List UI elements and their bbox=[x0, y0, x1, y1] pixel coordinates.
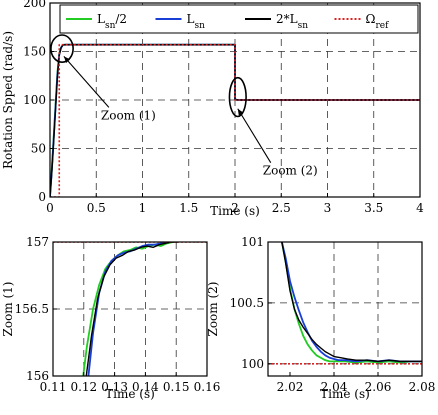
annotation-label: Zoom (2) bbox=[263, 164, 318, 178]
y-tick-label: 0 bbox=[38, 190, 46, 204]
series-line-lsn bbox=[87, 242, 170, 376]
annotation-arrow-line bbox=[237, 108, 272, 163]
annotation-arrow-head bbox=[63, 56, 71, 63]
plot-area bbox=[268, 242, 422, 376]
series-group bbox=[50, 43, 420, 197]
y-axis-label: Zoom (2) bbox=[206, 282, 220, 337]
legend-entry-sub: sn bbox=[298, 21, 309, 31]
zoom-2-chart: 2.02 2.04 2.06 2.08 100 100.5 101 Time (s) Zoom … bbox=[206, 235, 435, 401]
y-axis-label: Zoom (1) bbox=[1, 282, 15, 337]
legend-box bbox=[59, 4, 419, 34]
x-axis-label: Time (s) bbox=[320, 387, 370, 401]
x-tick-label: 2.06 bbox=[365, 380, 392, 394]
x-tick-label: 2.5 bbox=[272, 201, 291, 215]
x-tick-label: 0.5 bbox=[87, 201, 106, 215]
x-tick-label: 3.5 bbox=[364, 201, 383, 215]
main-speed-chart: 0 0.5 1 1.5 2 2.5 3 3.5 4 0 50 100 150 200 Time (s) Rot… bbox=[1, 0, 424, 218]
x-tick-label: 2.08 bbox=[409, 380, 436, 394]
x-tick-label: 2.02 bbox=[277, 380, 304, 394]
annotation-arrow-head bbox=[237, 108, 244, 116]
y-tick-label: 157 bbox=[26, 235, 49, 249]
legend-entry-label: Lsn/2 bbox=[97, 12, 127, 31]
x-tick-label: 2.04 bbox=[321, 380, 348, 394]
series-line-2lsn bbox=[85, 242, 207, 376]
y-tick-label: 101 bbox=[241, 235, 264, 249]
plot-frame bbox=[267, 241, 423, 377]
legend-entry-sub: sn bbox=[105, 21, 116, 31]
series-line-2lsn bbox=[281, 242, 422, 363]
x-tick-label: 0 bbox=[46, 201, 54, 215]
legend-entry-suffix: /2 bbox=[115, 12, 127, 26]
y-tick-label: 156.5 bbox=[15, 302, 49, 316]
y-axis-label: Rotation Spped (rad/s) bbox=[1, 31, 15, 169]
annotation-label: Zoom (1) bbox=[101, 108, 156, 122]
y-tick-label: 150 bbox=[23, 45, 46, 59]
zoom-1-chart: 0.11 0.12 0.13 0.14 0.15 0.16 156 156.5 157 Time … bbox=[1, 235, 220, 401]
annotation-arrow-line bbox=[63, 55, 110, 108]
zoom-ellipse bbox=[228, 76, 247, 118]
legend-entry-label: Lsn bbox=[187, 12, 206, 31]
legend-entry-label: 2*Lsn bbox=[276, 12, 308, 31]
zoom-ellipse bbox=[50, 34, 74, 63]
x-tick-label: 0.13 bbox=[101, 380, 128, 394]
x-axis-label: Time (s) bbox=[105, 387, 155, 401]
legend-entry-main: L bbox=[97, 12, 105, 26]
x-tick-label: 1.5 bbox=[179, 201, 198, 215]
y-tick-label: 100 bbox=[241, 357, 264, 371]
x-tick-label: 4 bbox=[416, 201, 424, 215]
series-group bbox=[268, 242, 422, 365]
y-tick-label: 50 bbox=[31, 142, 46, 156]
x-tick-label: 0.15 bbox=[163, 380, 190, 394]
y-tick-label: 100.5 bbox=[230, 296, 264, 310]
legend-entry-label: Ωref bbox=[366, 12, 390, 31]
x-tick-label: 3 bbox=[324, 201, 332, 215]
x-tick-label: 0.16 bbox=[194, 380, 221, 394]
legend-entry-main: L bbox=[187, 12, 195, 26]
x-tick-label: 1 bbox=[139, 201, 147, 215]
legend-entry-sub: ref bbox=[375, 21, 389, 31]
x-tick-label: 0.12 bbox=[70, 380, 97, 394]
legend-entry-sub: sn bbox=[194, 21, 205, 31]
x-tick-label: 0.14 bbox=[132, 380, 159, 394]
x-tick-label: 2 bbox=[231, 201, 239, 215]
series-line-ref bbox=[50, 43, 420, 197]
y-tick-label: 200 bbox=[23, 0, 46, 10]
legend-entry-main: Ω bbox=[366, 12, 376, 26]
x-axis-label: Time (s) bbox=[210, 204, 260, 218]
y-tick-label: 156 bbox=[26, 369, 49, 383]
series-line-lsn2 bbox=[82, 242, 178, 376]
y-tick-label: 100 bbox=[23, 93, 46, 107]
legend-entry-main: 2*L bbox=[276, 12, 298, 26]
series-group bbox=[53, 242, 207, 376]
x-tick-label: 0.11 bbox=[40, 380, 67, 394]
